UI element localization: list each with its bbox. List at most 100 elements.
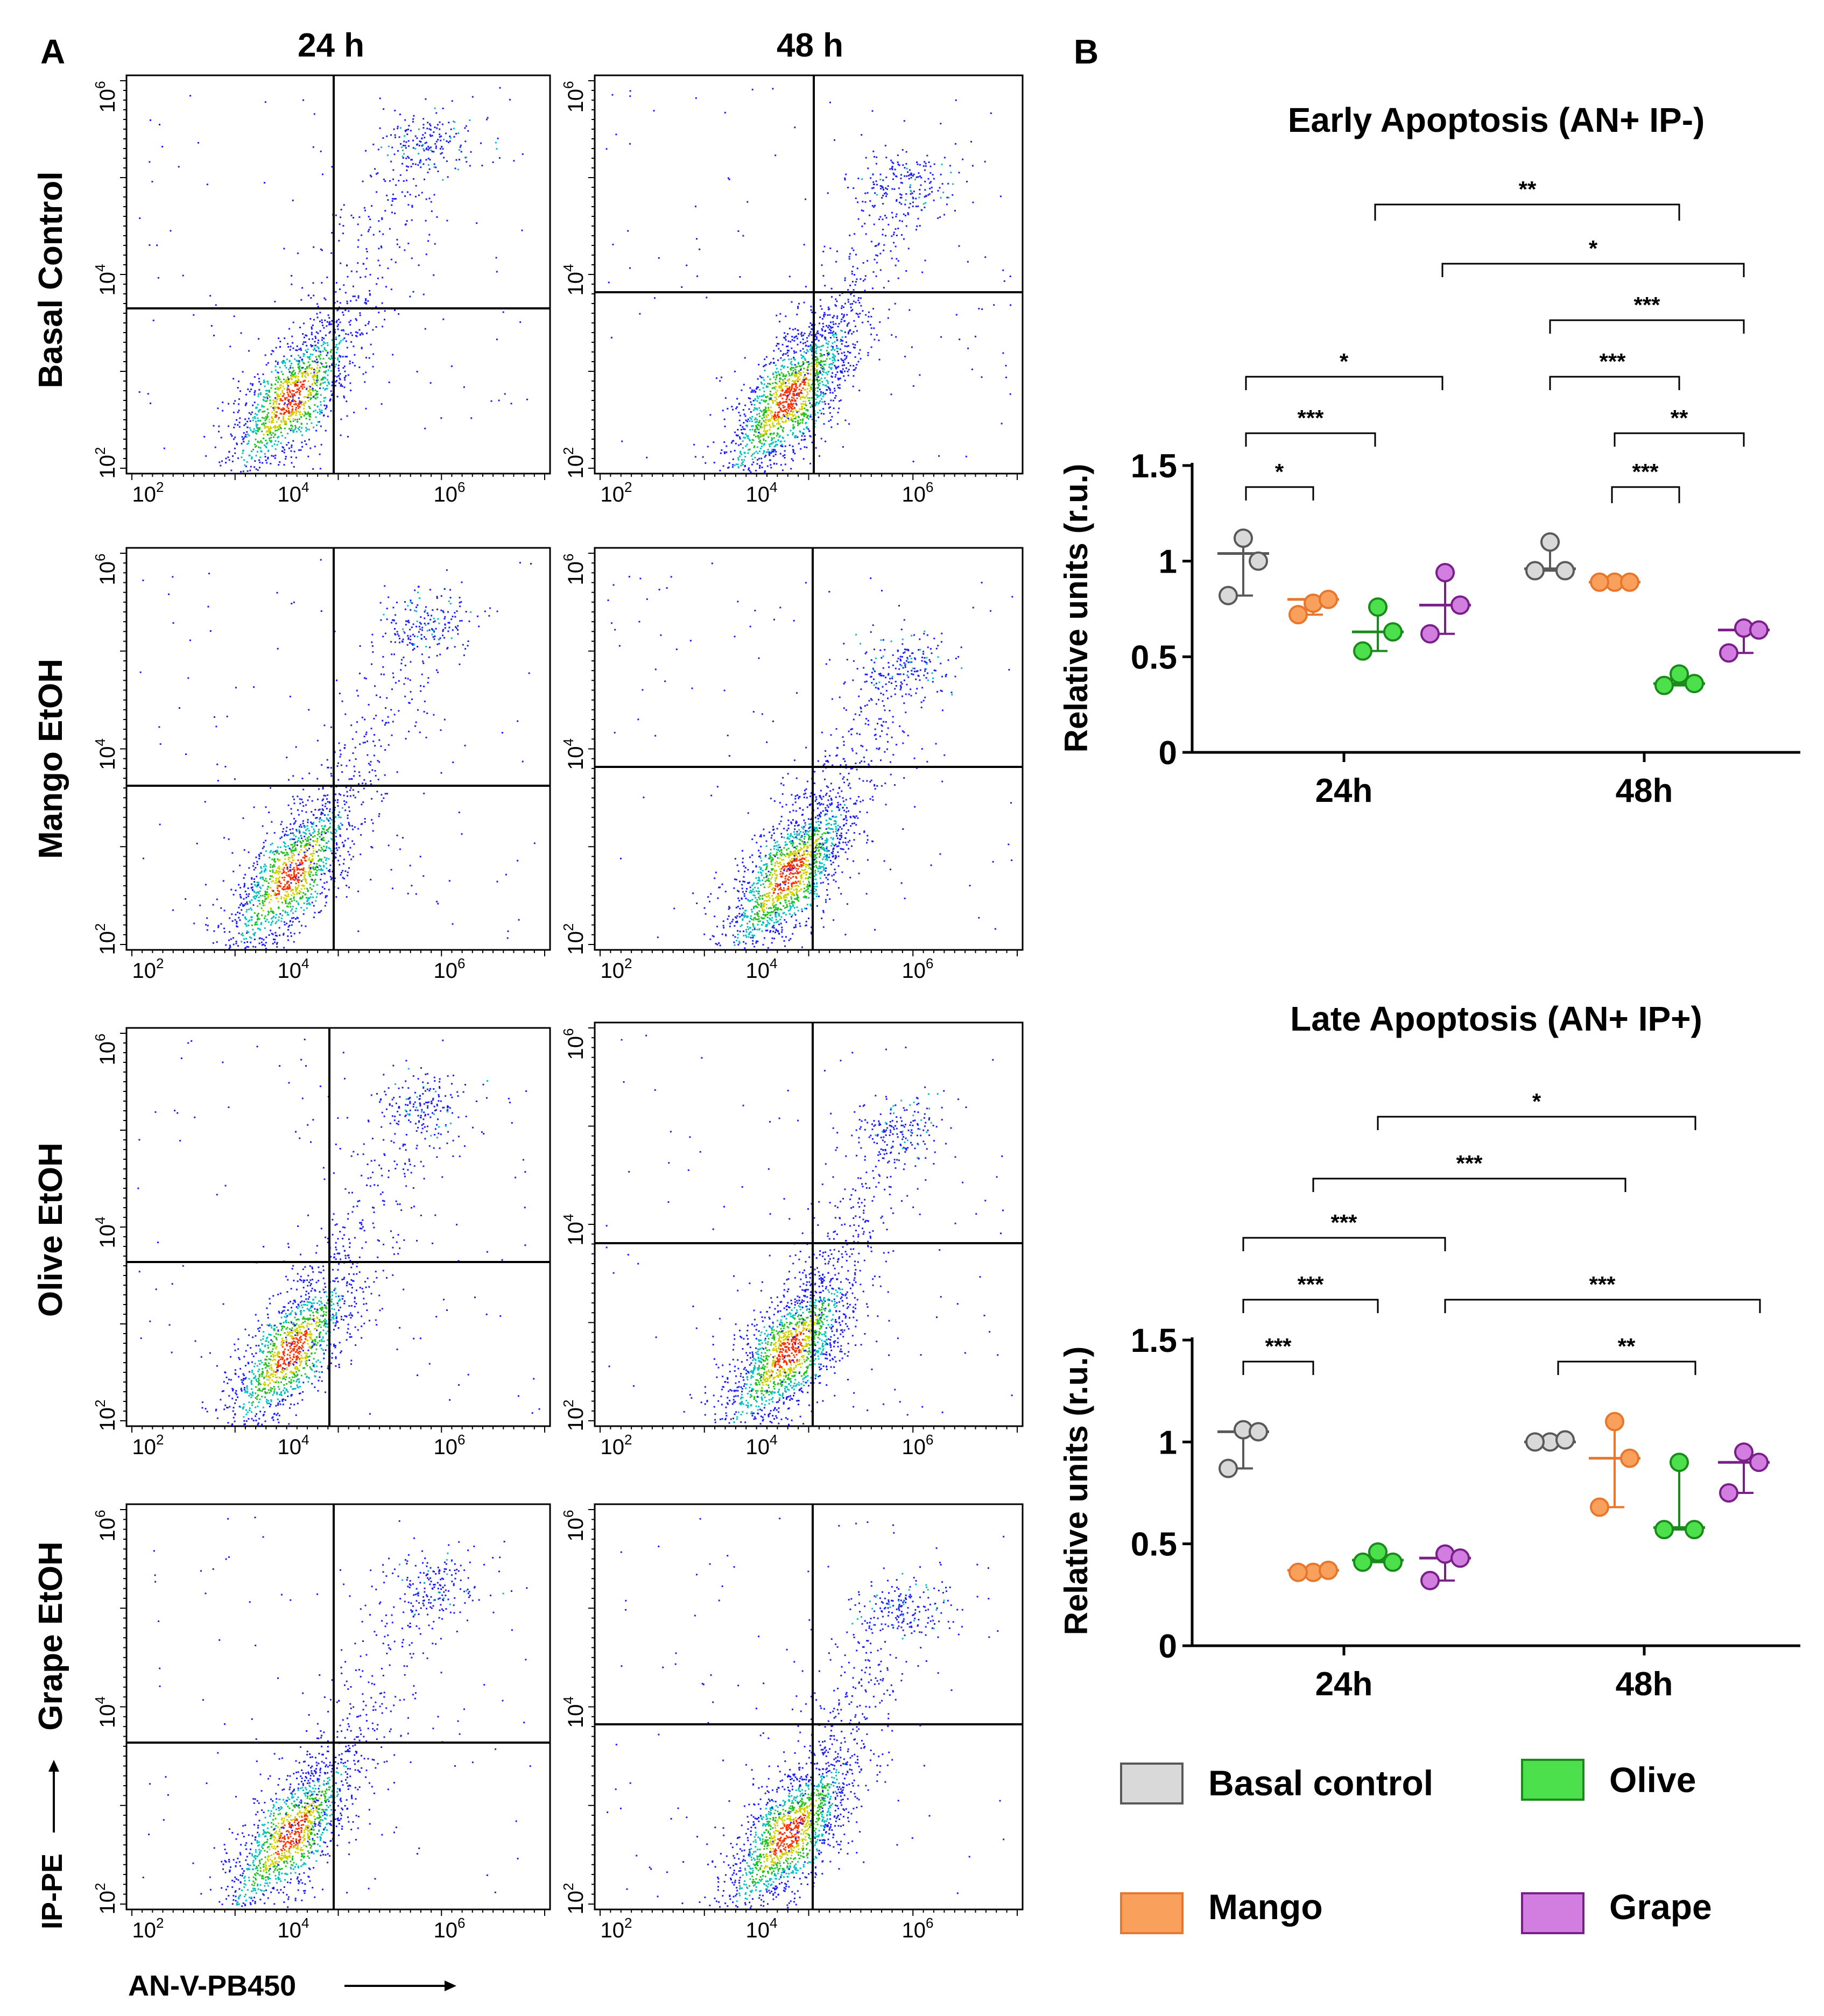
event-dot [681,286,683,288]
event-dot [281,830,284,833]
event-dot [335,321,337,323]
event-dot [254,417,256,419]
event-dot [355,335,357,337]
event-dot [338,375,340,377]
event-dot [264,381,266,383]
event-dot [338,370,340,372]
event-dot [334,815,336,817]
event-dot [256,885,258,887]
event-dot [732,458,734,460]
event-dot [304,845,306,848]
event-dot [815,334,817,336]
event-dot [311,422,313,424]
event-dot [877,255,878,257]
event-dot [298,355,300,357]
event-dot [841,352,843,354]
event-dot [396,238,398,241]
event-dot [872,271,875,273]
event-dot [249,900,251,903]
event-dot [778,348,780,350]
event-dot [856,364,858,366]
event-dot [769,410,771,412]
event-dot [816,371,818,373]
event-dot [627,230,629,232]
event-dot [159,124,160,125]
x-tick-exponent: 2 [624,479,632,495]
event-dot [240,897,242,899]
event-dot [913,191,915,193]
event-dot [284,833,286,835]
event-dot [895,336,897,338]
event-dot [316,863,318,865]
event-dot [771,438,773,440]
event-dot [359,314,361,316]
event-dot [402,156,404,158]
event-dot [268,893,270,896]
event-dot [853,320,855,322]
event-dot [315,331,318,333]
event-dot [351,825,353,827]
event-dot [262,910,264,912]
event-dot [439,128,441,130]
event-dot [731,406,733,407]
event-dot [284,858,286,860]
event-dot [783,380,785,382]
event-dot [504,393,506,395]
event-dot [826,358,828,360]
event-dot [854,233,856,235]
event-dot [163,447,165,449]
event-dot [793,358,795,361]
event-dot [864,201,867,203]
event-dot [357,262,359,264]
event-dot [248,908,250,911]
event-dot [330,831,332,834]
event-dot [424,137,426,139]
event-dot [357,295,360,297]
event-dot [353,346,355,348]
event-dot [832,332,834,334]
event-dot [794,435,796,437]
event-dot [285,854,287,856]
event-dot [788,391,791,393]
event-dot [883,287,885,289]
event-dot [346,801,348,803]
event-dot [773,446,776,448]
event-dot [800,369,802,371]
event-dot [287,906,289,908]
event-dot [320,869,322,871]
event-dot [260,922,263,924]
event-dot [245,925,248,927]
event-dot [312,354,314,356]
event-dot [238,410,240,412]
event-dot [843,351,846,354]
event-dot [249,902,251,904]
event-dot [799,371,801,373]
event-dot [326,857,328,859]
event-dot [266,417,268,419]
event-dot [828,403,829,405]
event-dot [780,426,783,428]
event-dot [301,427,303,429]
event-dot [261,405,263,407]
event-dot [811,341,813,343]
event-dot [828,366,830,368]
event-dot [348,822,350,824]
event-dot [819,379,821,382]
event-dot [275,379,277,382]
event-dot [253,392,256,393]
event-dot [780,378,782,380]
event-dot [292,431,294,433]
event-dot [769,399,771,400]
event-dot [806,415,808,417]
event-dot [412,163,414,165]
event-dot [340,383,342,385]
event-dot [909,173,911,175]
event-dot [225,944,227,946]
event-dot [743,469,745,471]
event-dot [170,230,172,232]
event-dot [853,365,855,367]
event-dot [330,350,332,353]
event-dot [292,440,294,442]
event-dot [274,433,276,435]
event-dot [646,456,648,459]
